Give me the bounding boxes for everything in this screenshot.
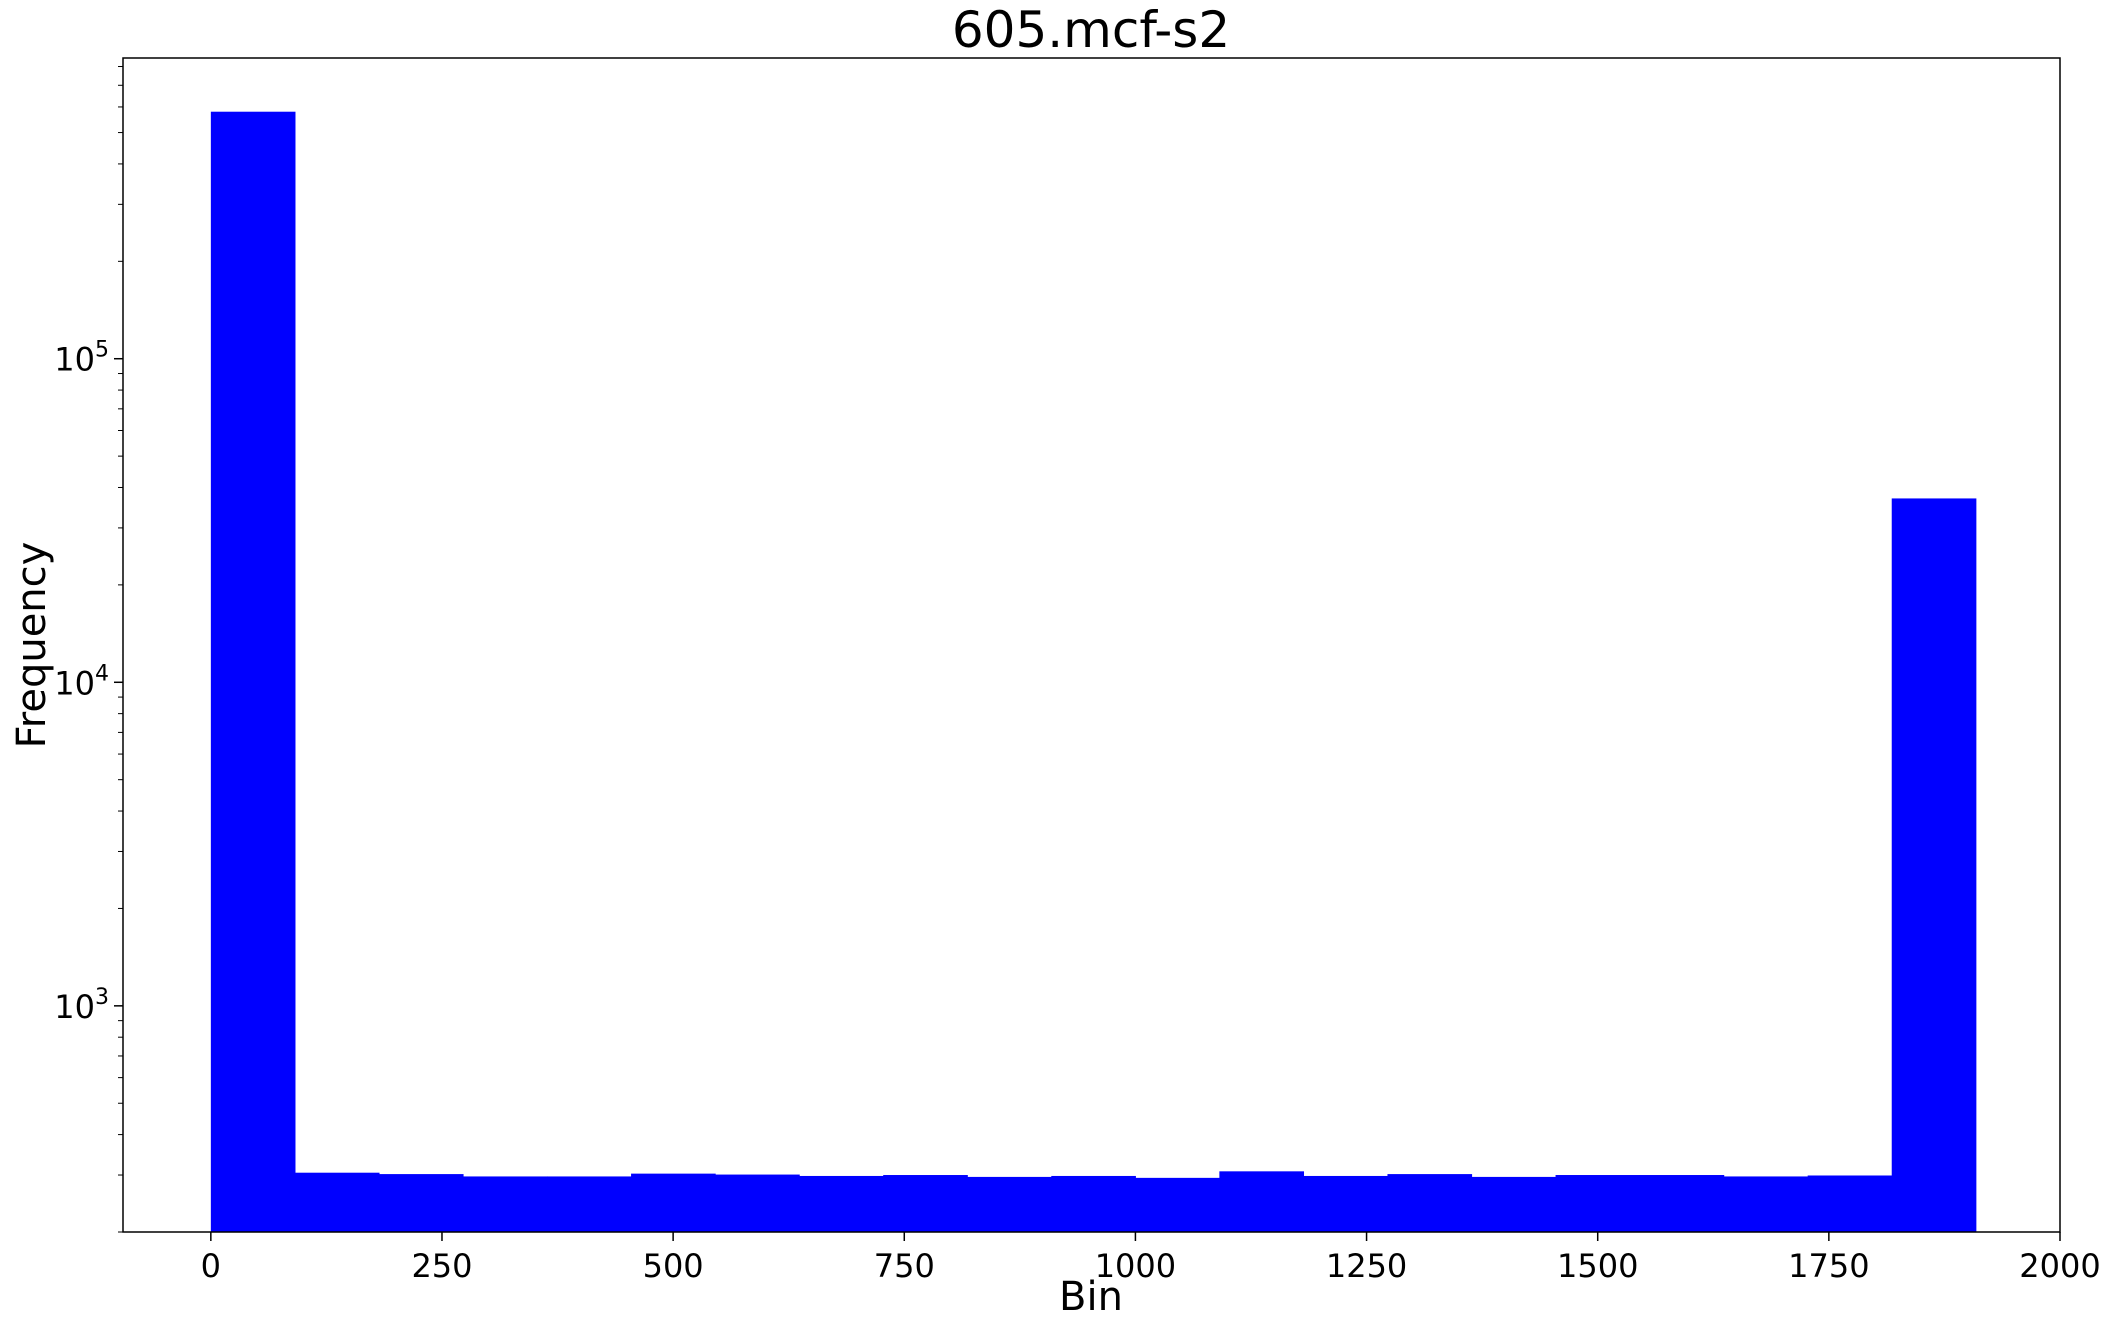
x-tick-label: 1250 (1326, 1247, 1407, 1285)
bars-group (210, 111, 1977, 1233)
histogram-bar (1387, 1174, 1473, 1232)
y-tick-label: 105 (54, 338, 109, 379)
histogram-bar (1723, 1176, 1809, 1232)
histogram-bar (1051, 1175, 1136, 1232)
histogram-bar (967, 1176, 1052, 1232)
histogram-bar (1639, 1175, 1725, 1232)
histogram-bar (799, 1175, 884, 1232)
y-tick-label: 104 (54, 661, 109, 702)
histogram-bar (378, 1174, 464, 1232)
histogram-bar (462, 1176, 548, 1232)
histogram-bar (210, 111, 296, 1233)
x-tick-label: 1500 (1557, 1247, 1638, 1285)
x-tick-label: 1750 (1788, 1247, 1869, 1285)
y-axis-label: Frequency (9, 542, 55, 749)
x-tick-label: 250 (411, 1247, 472, 1285)
histogram-bar (1135, 1177, 1220, 1232)
y-minor-ticks (118, 66, 123, 1233)
histogram-bar (883, 1175, 968, 1232)
y-tick-label: 103 (54, 985, 109, 1026)
histogram-bar (631, 1173, 716, 1232)
x-tick-label: 750 (874, 1247, 935, 1285)
x-tick-label: 0 (201, 1247, 221, 1285)
x-axis-label: Bin (1059, 1274, 1123, 1320)
x-tick-label: 2000 (2019, 1247, 2100, 1285)
plot-frame (122, 57, 2061, 1233)
x-ticks: 0 250 500 750 1000 1250 1500 1750 2000 (201, 1232, 2101, 1285)
x-tick-label: 500 (643, 1247, 704, 1285)
histogram-bar (1555, 1175, 1641, 1232)
histogram-bar (715, 1174, 800, 1232)
histogram-bar (547, 1176, 632, 1232)
chart-title: 605.mcf-s2 (952, 1, 1230, 59)
histogram-bar (1471, 1176, 1557, 1232)
histogram-bar (1219, 1171, 1305, 1232)
x-tick-label: 1000 (1095, 1247, 1176, 1285)
histogram-bar (294, 1172, 380, 1232)
histogram-bar (1891, 498, 1977, 1232)
histogram-bar (1807, 1175, 1893, 1232)
y-major-ticks: 103 104 105 (54, 338, 123, 1026)
histogram-bar (1303, 1175, 1389, 1232)
